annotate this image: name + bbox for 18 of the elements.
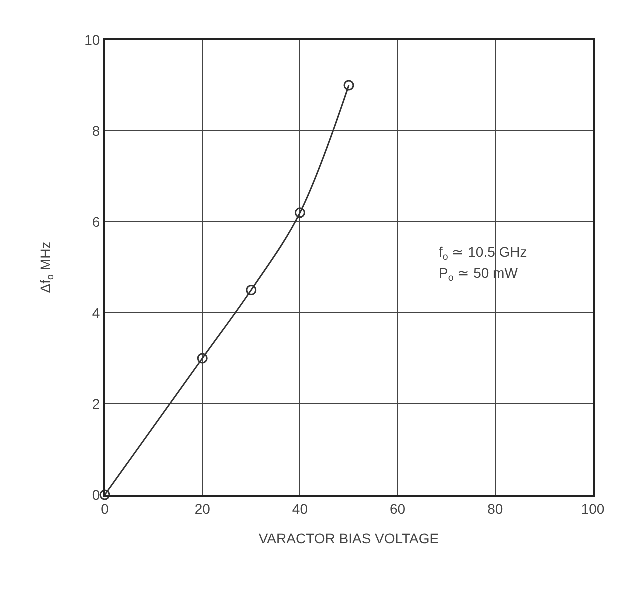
x-tick-label: 20 xyxy=(194,500,211,517)
y-tick-label: 10 xyxy=(84,32,100,48)
point xyxy=(197,353,208,364)
point xyxy=(246,285,257,296)
x-tick-label: 100 xyxy=(581,500,605,517)
annotation: f$_{o}$ ≃ 10.5 GHz xyxy=(439,244,528,263)
y-tick-label: 2 xyxy=(92,396,100,412)
point xyxy=(100,490,110,500)
x-axis-title: VARACTOR BIAS VOLTAGE xyxy=(258,530,440,547)
y-tick-label: 0 xyxy=(92,486,100,503)
y-tick-label: 8 xyxy=(92,122,100,139)
y-tick-label: 4 xyxy=(92,304,100,321)
point xyxy=(344,80,354,91)
y-tick-label: 6 xyxy=(92,214,100,230)
point xyxy=(294,208,306,218)
x-tick-label: 40 xyxy=(292,500,308,517)
x-tick-label: 80 xyxy=(488,500,504,517)
x-tick-label: 60 xyxy=(390,500,406,517)
